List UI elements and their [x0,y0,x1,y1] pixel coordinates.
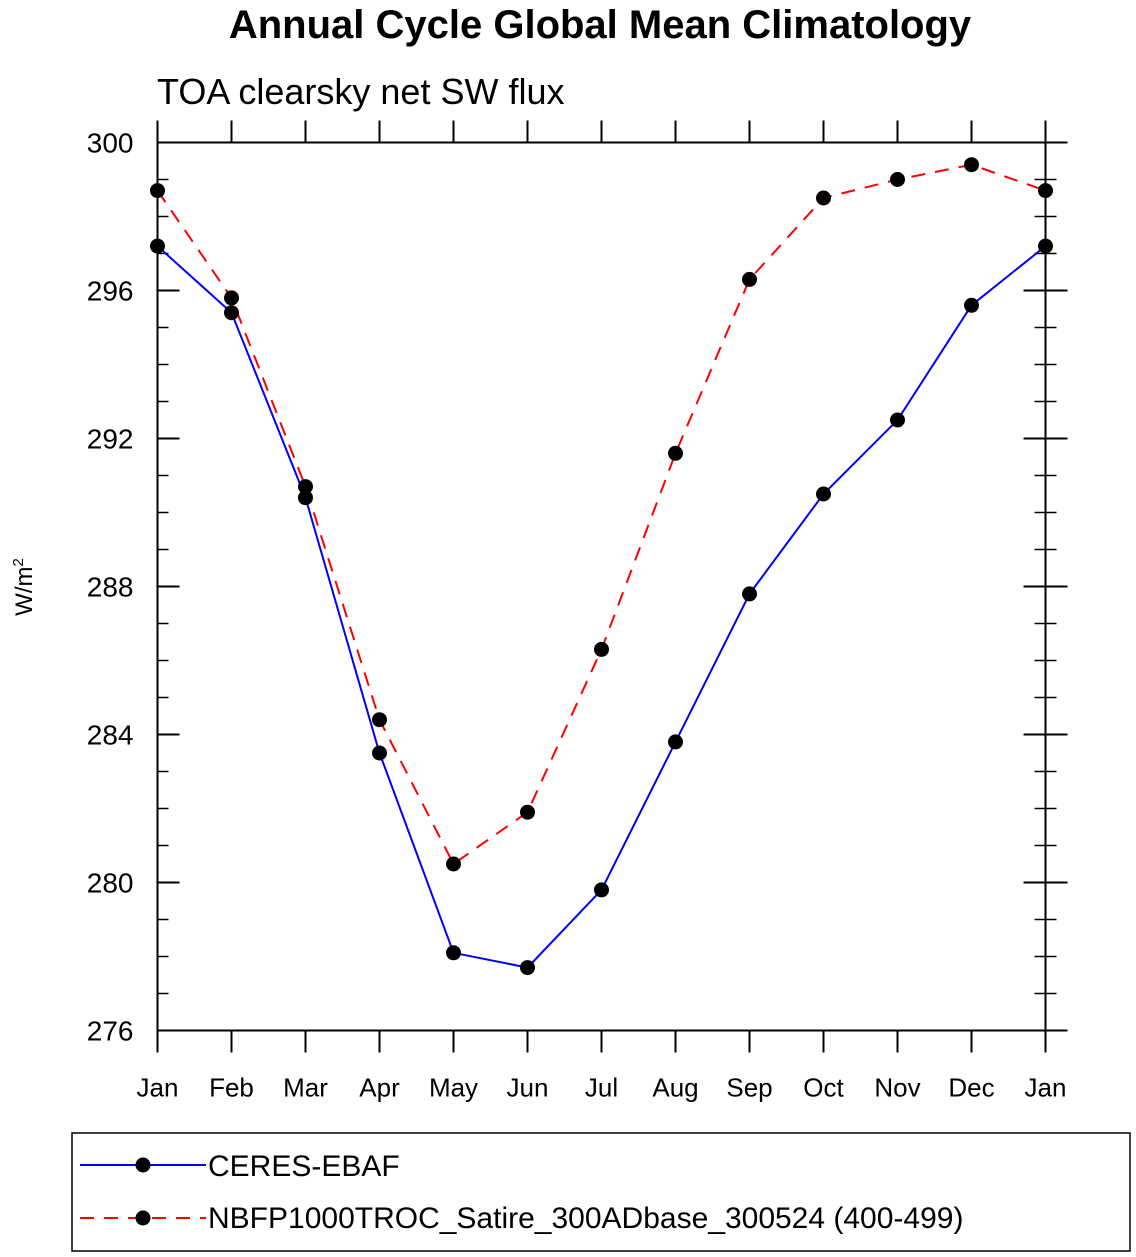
y-tick-label: 300 [87,128,134,159]
data-point-series-1 [150,183,165,199]
data-point-series-1 [594,641,609,657]
chart-subtitle: TOA clearsky net SW flux [157,71,564,112]
data-point-series-1 [224,290,239,306]
data-point-series-0 [816,486,831,502]
data-point-series-0 [742,586,757,602]
legend-label-ceres-ebaf: CERES-EBAF [208,1150,400,1183]
x-tick-label: Mar [283,1073,328,1103]
data-point-series-0 [150,238,165,254]
y-tick-label: 284 [87,720,134,751]
data-point-series-1 [298,479,313,495]
x-tick-label: Dec [948,1073,994,1103]
x-tick-label: Aug [652,1073,698,1103]
y-tick-label: 288 [87,572,134,603]
x-tick-label: Oct [803,1073,844,1103]
x-tick-label: Feb [209,1073,254,1103]
data-point-series-0 [964,297,979,313]
series-line-0 [156,245,1047,969]
data-point-series-1 [520,804,535,820]
data-point-series-1 [446,856,461,872]
y-tick-label: 280 [87,868,134,899]
data-point-series-1 [816,190,831,206]
legend-marker-model [135,1210,151,1226]
data-point-series-1 [742,271,757,287]
y-tick-label: 296 [87,276,134,307]
data-point-series-0 [298,490,313,506]
series-layer [150,157,1053,976]
legend-marker-ceres-ebaf [135,1157,151,1173]
legend-label-model: NBFP1000TROC_Satire_300ADbase_300524 (40… [208,1202,963,1235]
legend-box [71,1132,1131,1252]
data-point-series-1 [1038,183,1053,199]
data-point-series-1 [890,172,905,187]
data-point-series-1 [668,445,683,461]
x-tick-label: Jan [137,1073,179,1103]
data-point-series-0 [372,745,387,761]
y-axis-label: W/m2 [10,558,38,616]
x-tick-label: Nov [874,1073,920,1103]
x-tick-label: Apr [359,1073,400,1103]
data-point-series-0 [668,734,683,750]
data-point-series-1 [964,157,979,173]
legend: CERES-EBAF NBFP1000TROC_Satire_300ADbase… [71,1132,1131,1252]
data-point-series-0 [594,882,609,898]
data-point-series-0 [520,960,535,976]
x-tick-label: Jul [585,1073,618,1103]
y-axis-label-superscript: 2 [10,558,27,566]
data-point-series-0 [446,945,461,961]
x-tick-label: Jun [507,1073,549,1103]
y-tick-label: 276 [87,1016,134,1047]
x-tick-label: Sep [726,1073,772,1103]
y-tick-label: 292 [87,424,134,455]
y-axis-label-text: W/m [11,567,38,616]
data-point-series-0 [1038,238,1053,254]
x-tick-label: May [429,1073,478,1103]
plot-frame [156,141,1047,1032]
data-point-series-0 [890,412,905,428]
data-point-series-1 [372,712,387,728]
x-tick-label: Jan [1025,1073,1067,1103]
series-line-1 [156,163,1046,866]
chart-title: Annual Cycle Global Mean Climatology [229,3,972,47]
data-point-series-0 [224,305,239,321]
axis-ticks [156,120,1068,1053]
axis-tick-labels: Jan Feb Mar Apr May Jun Jul Aug Sep Oct Nov Dec Jan2… [87,128,1067,1103]
